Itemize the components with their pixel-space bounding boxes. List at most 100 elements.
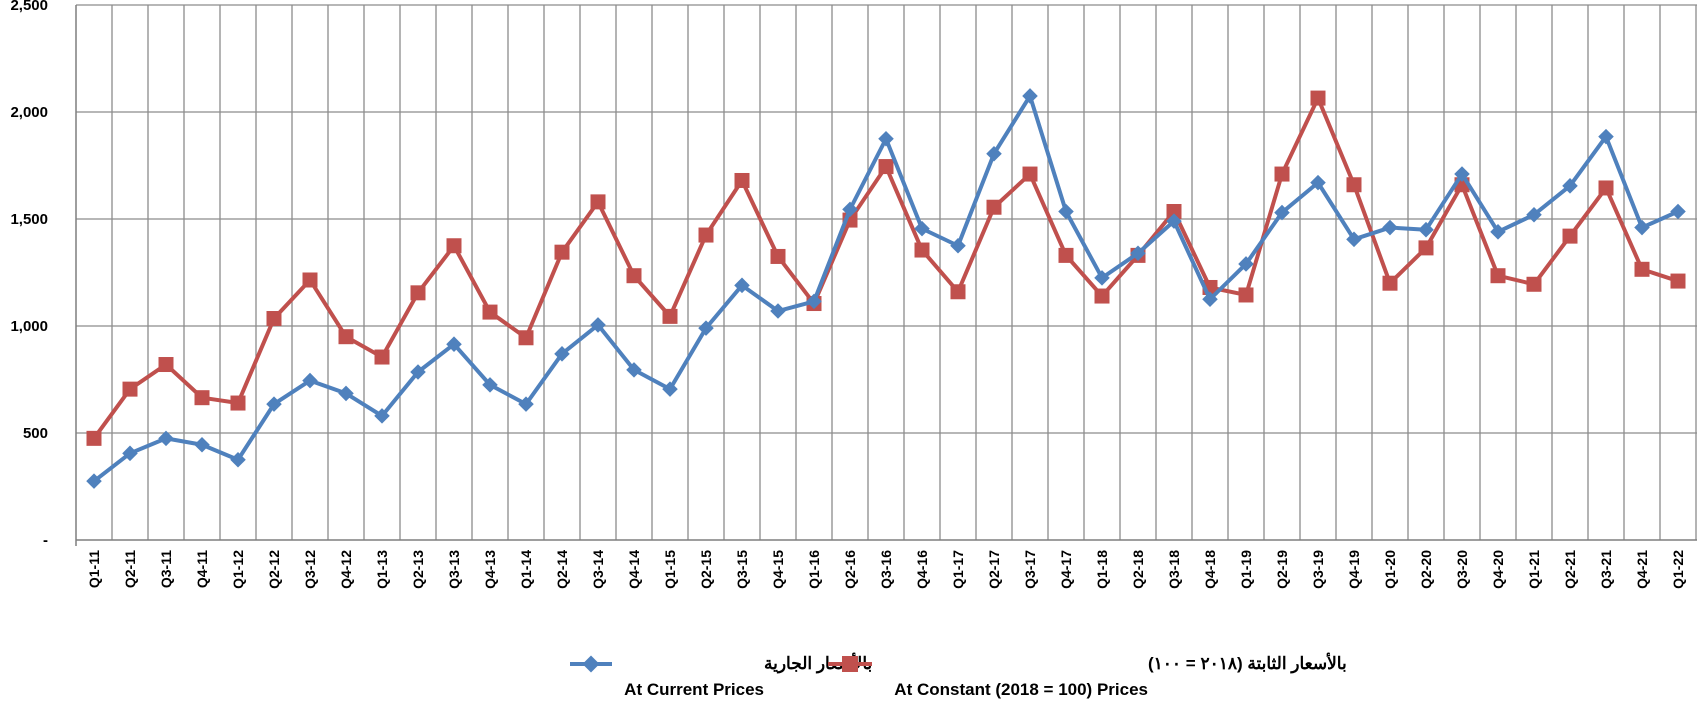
x-tick-label: Q2-15 bbox=[698, 550, 714, 589]
data-point bbox=[1490, 224, 1506, 240]
x-tick-label: Q4-17 bbox=[1058, 550, 1074, 589]
y-tick-label: 1,000 bbox=[10, 318, 48, 335]
data-point bbox=[986, 199, 1002, 215]
x-tick-label: Q3-17 bbox=[1022, 550, 1038, 589]
data-point bbox=[266, 311, 282, 327]
data-point bbox=[734, 172, 750, 188]
y-tick-label: 1,500 bbox=[10, 211, 48, 228]
data-point bbox=[158, 430, 174, 447]
data-point bbox=[1310, 90, 1326, 106]
x-tick-label: Q4-18 bbox=[1202, 550, 1218, 589]
data-point bbox=[410, 285, 426, 301]
data-point bbox=[1274, 204, 1290, 221]
data-point bbox=[698, 227, 714, 243]
x-tick-label: Q3-19 bbox=[1310, 550, 1326, 589]
data-point bbox=[1418, 221, 1434, 238]
data-point bbox=[1382, 275, 1398, 291]
x-tick-label: Q4-12 bbox=[338, 550, 354, 589]
data-point bbox=[950, 237, 966, 254]
x-tick-label: Q4-16 bbox=[914, 550, 930, 589]
x-tick-label: Q1-16 bbox=[806, 550, 822, 589]
x-tick-label: Q4-13 bbox=[482, 550, 498, 589]
x-tick-label: Q2-16 bbox=[842, 550, 858, 589]
data-point bbox=[230, 395, 246, 411]
x-axis-ticks: Q1-11 Q2-11 Q3-11 Q4-11 Q1-12 Q2-12 Q3-12 Q4-12… bbox=[86, 550, 1686, 589]
x-tick-label: Q1-20 bbox=[1382, 550, 1398, 589]
y-tick-label: 500 bbox=[23, 425, 48, 442]
data-point bbox=[1346, 231, 1362, 248]
x-tick-label: Q3-20 bbox=[1454, 550, 1470, 589]
data-point bbox=[770, 248, 786, 264]
series-constant-prices bbox=[86, 90, 1686, 446]
data-point bbox=[1166, 213, 1182, 229]
legend-label-constant-prices-en: At Constant (2018 = 100) Prices bbox=[894, 680, 1148, 699]
x-tick-label: Q2-18 bbox=[1130, 550, 1146, 589]
data-point bbox=[842, 201, 858, 218]
x-tick-label: Q2-21 bbox=[1562, 550, 1578, 589]
grid bbox=[76, 4, 1697, 540]
data-point bbox=[1490, 268, 1506, 284]
data-point bbox=[1634, 219, 1650, 236]
x-tick-label: Q4-21 bbox=[1634, 550, 1650, 589]
x-tick-label: Q1-17 bbox=[950, 550, 966, 589]
data-point bbox=[1202, 291, 1218, 308]
y-tick-label: 2,000 bbox=[10, 104, 48, 121]
data-point bbox=[986, 145, 1002, 162]
data-point bbox=[194, 390, 210, 406]
data-point bbox=[1526, 276, 1542, 292]
data-point bbox=[194, 436, 210, 453]
data-point bbox=[1418, 240, 1434, 256]
x-tick-label: Q3-21 bbox=[1598, 550, 1614, 589]
x-tick-label: Q2-11 bbox=[122, 550, 138, 588]
x-tick-label: Q3-13 bbox=[446, 550, 462, 589]
data-point bbox=[590, 194, 606, 210]
data-point bbox=[1094, 270, 1110, 286]
x-tick-label: Q4-20 bbox=[1490, 550, 1506, 589]
data-point bbox=[1454, 166, 1470, 182]
x-tick-label: Q4-11 bbox=[194, 550, 210, 588]
data-point bbox=[1382, 219, 1398, 236]
x-tick-label: Q2-13 bbox=[410, 550, 426, 589]
data-point bbox=[1562, 178, 1578, 194]
data-point bbox=[1670, 273, 1686, 289]
x-tick-label: Q1-18 bbox=[1094, 550, 1110, 589]
x-tick-label: Q4-15 bbox=[770, 550, 786, 589]
series-group bbox=[86, 88, 1686, 489]
x-tick-label: Q2-20 bbox=[1418, 550, 1434, 589]
data-point bbox=[914, 242, 930, 258]
legend-marker-current-prices bbox=[582, 655, 600, 673]
x-tick-label: Q1-21 bbox=[1526, 550, 1542, 589]
data-point bbox=[1022, 166, 1038, 182]
x-tick-label: Q3-16 bbox=[878, 550, 894, 589]
data-point bbox=[554, 244, 570, 260]
series-line bbox=[92, 93, 1679, 483]
data-point bbox=[1562, 228, 1578, 244]
data-point bbox=[1238, 287, 1254, 303]
legend-label-current-prices-en: At Current Prices bbox=[624, 680, 764, 699]
data-point bbox=[302, 272, 318, 288]
data-point bbox=[1058, 247, 1074, 263]
data-point bbox=[1346, 177, 1362, 193]
legend-item-current-prices: بالأسعار الجارية At Current Prices bbox=[570, 652, 872, 699]
x-tick-label: Q2-19 bbox=[1274, 550, 1290, 589]
data-point bbox=[1058, 203, 1074, 220]
data-point bbox=[1166, 204, 1182, 220]
data-point bbox=[878, 159, 894, 175]
data-point bbox=[1274, 166, 1290, 182]
data-point bbox=[626, 268, 642, 284]
legend-marker-constant-prices bbox=[842, 656, 858, 672]
y-tick-label: 2,500 bbox=[10, 0, 48, 14]
x-tick-label: Q3-18 bbox=[1166, 550, 1182, 589]
data-point bbox=[158, 357, 174, 373]
x-tick-label: Q1-15 bbox=[662, 550, 678, 589]
axes bbox=[75, 5, 1697, 546]
data-point bbox=[914, 220, 930, 237]
data-point bbox=[1310, 174, 1326, 191]
x-tick-label: Q2-12 bbox=[266, 550, 282, 589]
x-tick-label: Q2-14 bbox=[554, 550, 570, 589]
data-point bbox=[662, 308, 678, 324]
x-tick-label: Q1-19 bbox=[1238, 550, 1254, 589]
x-tick-label: Q3-11 bbox=[158, 550, 174, 588]
data-point bbox=[122, 381, 138, 397]
